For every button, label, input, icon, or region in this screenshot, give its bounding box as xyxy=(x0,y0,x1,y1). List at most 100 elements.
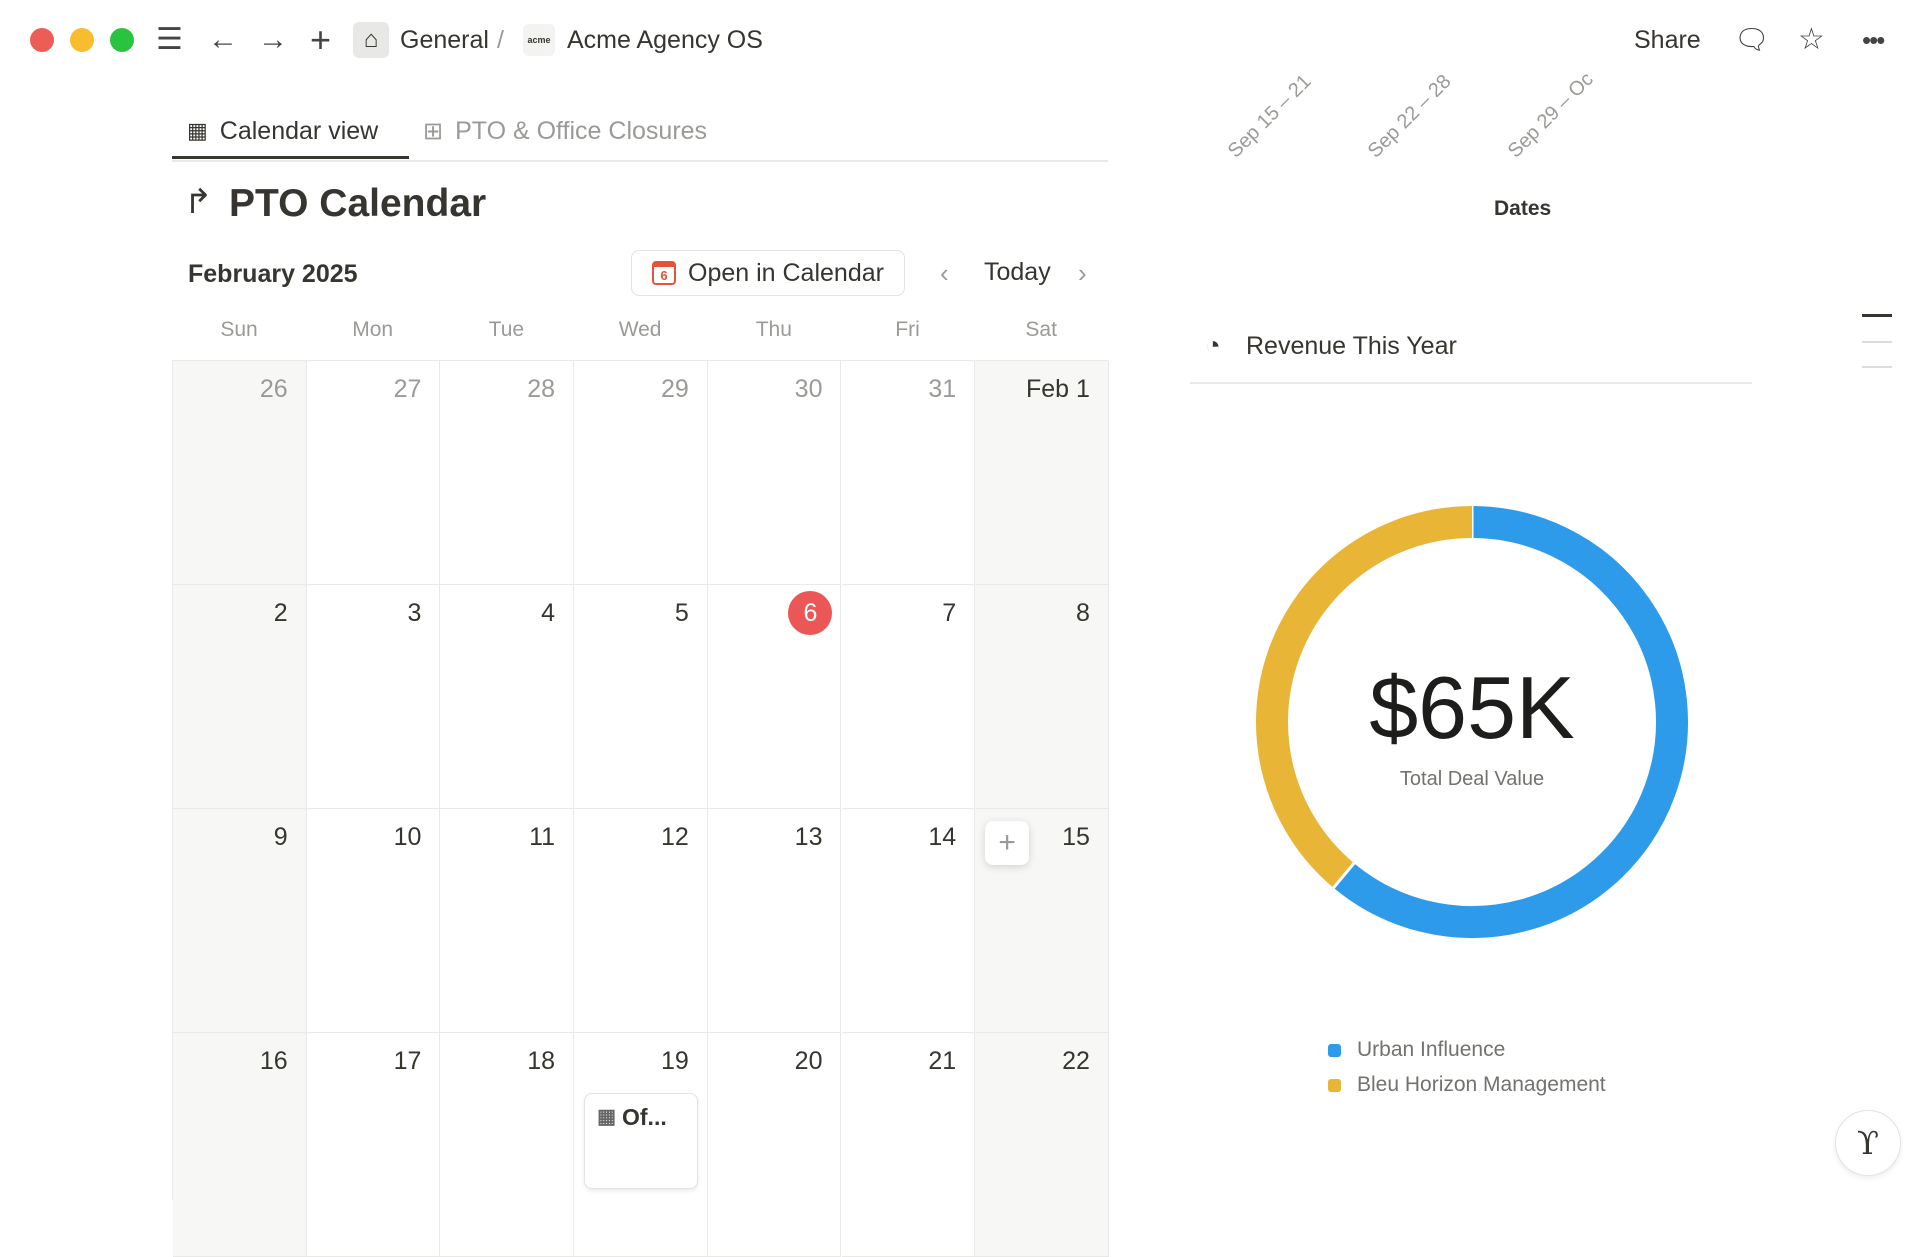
pie-chart-icon: ◔ xyxy=(1205,330,1221,360)
tab-pto-office-closures[interactable]: ⊞ PTO & Office Closures xyxy=(423,104,707,158)
donut-slice[interactable] xyxy=(1333,506,1688,938)
donut-slice[interactable] xyxy=(1256,506,1473,888)
calendar-icon: ▦ xyxy=(187,118,208,143)
calendar-day-cell[interactable]: 2 xyxy=(173,585,307,809)
calendar-day-cell[interactable]: 29 xyxy=(574,361,708,585)
calendar-day-cell[interactable]: 30 xyxy=(707,361,842,585)
day-number: 26 xyxy=(259,375,288,403)
breadcrumb-acme-agency-os[interactable]: Acme Agency OS xyxy=(567,26,763,54)
weekday-header: Tue xyxy=(488,318,525,341)
previous-month-button[interactable]: ‹ xyxy=(940,258,949,288)
calendar-day-cell[interactable]: 8 xyxy=(975,585,1109,809)
menu-icon[interactable]: ☰ xyxy=(156,23,183,56)
day-number: 27 xyxy=(393,375,422,403)
share-button[interactable]: Share xyxy=(1634,26,1701,54)
weekday-header: Thu xyxy=(755,318,792,341)
calendar-day-cell[interactable]: 10 xyxy=(306,809,441,1033)
help-assistant-button[interactable]: ϒ xyxy=(1835,1110,1901,1176)
next-month-button[interactable]: › xyxy=(1078,258,1087,288)
day-number: 31 xyxy=(928,375,957,403)
calendar-day-cell[interactable]: 26 xyxy=(173,361,307,585)
day-number: 21 xyxy=(928,1047,957,1075)
tab-label: Calendar view xyxy=(219,116,379,145)
slice-separator xyxy=(1331,861,1356,890)
x-tick-label: Sep 29 – Oct 5 xyxy=(1503,68,1598,163)
calendar-grid: 26 27 28 29 30 31 Feb 1 2 3 4 5 6 7 8 9 10 11 12 13 14 15 +16… xyxy=(172,360,1109,1257)
total-value-label: Total Deal Value xyxy=(1399,768,1545,790)
calendar-day-cell[interactable]: 19 ▦ Of... xyxy=(574,1033,708,1257)
page-title: PTO Calendar xyxy=(229,182,487,225)
breadcrumb-general[interactable]: General xyxy=(400,26,489,54)
comment-icon[interactable]: 🗨 xyxy=(1734,24,1770,55)
calendar-day-cell[interactable]: 27 xyxy=(306,361,441,585)
calendar-day-cell[interactable]: 31 xyxy=(841,361,976,585)
open-in-calendar-label: Open in Calendar xyxy=(688,258,884,287)
day-number: 11 xyxy=(529,823,556,851)
calendar-day-cell[interactable]: 12 xyxy=(574,809,708,1033)
day-number: 10 xyxy=(393,823,422,851)
calendar-day-cell[interactable]: 14 xyxy=(841,809,976,1033)
day-number: 18 xyxy=(527,1047,556,1075)
palm-tree-icon: ↱ xyxy=(184,183,213,221)
active-tab-indicator xyxy=(172,156,409,159)
star-icon[interactable]: ☆ xyxy=(1798,23,1825,56)
calendar-day-cell[interactable]: Feb 1 xyxy=(975,361,1109,585)
maximize-window-button[interactable] xyxy=(110,28,134,52)
calendar-day-cell[interactable]: 22 xyxy=(975,1033,1109,1257)
calendar-day-cell[interactable]: 7 xyxy=(841,585,976,809)
calendar-day-cell[interactable]: 13 xyxy=(707,809,842,1033)
day-number: 15 xyxy=(1062,823,1090,851)
minimize-window-button[interactable] xyxy=(70,28,94,52)
calendar-day-cell[interactable]: 6 xyxy=(707,585,842,809)
more-icon[interactable]: ••• xyxy=(1862,25,1885,55)
outline-marker-active[interactable] xyxy=(1862,314,1892,317)
event-card[interactable]: ▦ Of... xyxy=(584,1093,699,1189)
tab-label: PTO & Office Closures xyxy=(455,116,708,145)
calendar-day-cell[interactable]: 9 xyxy=(173,809,307,1033)
forward-arrow-icon[interactable]: → xyxy=(258,23,288,56)
day-number: 5 xyxy=(674,599,689,627)
outline-marker[interactable] xyxy=(1862,341,1892,343)
legend-label: Bleu Horizon Management xyxy=(1357,1073,1606,1096)
today-button[interactable]: Today xyxy=(984,258,1051,286)
calendar-day-cell[interactable]: 5 xyxy=(574,585,708,809)
calendar-day-cell[interactable]: 16 xyxy=(173,1033,307,1257)
back-arrow-icon[interactable]: ← xyxy=(208,23,238,56)
calendar-day-cell[interactable]: 28 xyxy=(440,361,575,585)
day-number: 12 xyxy=(660,823,689,851)
day-number: 14 xyxy=(928,823,957,851)
total-value: $65K xyxy=(1369,658,1575,757)
calendar-day-cell[interactable]: 11 xyxy=(440,809,575,1033)
add-event-button[interactable]: + xyxy=(985,821,1030,865)
day-number: 3 xyxy=(407,599,422,627)
open-in-calendar-button[interactable]: 6 Open in Calendar xyxy=(631,250,905,296)
calendar-day-cell[interactable]: 3 xyxy=(306,585,441,809)
day-number: 29 xyxy=(660,375,689,403)
weekday-header: Wed xyxy=(618,318,662,341)
close-window-button[interactable] xyxy=(30,28,54,52)
day-number: 8 xyxy=(1075,599,1090,627)
calendar-day-cell[interactable]: 18 xyxy=(440,1033,575,1257)
calendar-day-cell[interactable]: 20 xyxy=(707,1033,842,1257)
revenue-title: Revenue This Year xyxy=(1246,332,1457,360)
breadcrumb-separator: / xyxy=(497,26,504,54)
day-number: 16 xyxy=(259,1047,288,1075)
table-icon: ⊞ xyxy=(423,117,444,145)
home-icon[interactable]: ⌂ xyxy=(353,22,389,58)
calendar-day-cell[interactable]: 15 + xyxy=(975,809,1109,1033)
day-number: 17 xyxy=(393,1047,422,1075)
outline-marker[interactable] xyxy=(1862,366,1892,368)
weekday-header: Mon xyxy=(352,318,394,341)
today-date-badge: 6 xyxy=(788,591,833,635)
calendar-day-cell[interactable]: 17 xyxy=(306,1033,441,1257)
revenue-divider xyxy=(1190,382,1752,384)
day-number: 13 xyxy=(794,823,823,851)
legend-label: Urban Influence xyxy=(1357,1038,1506,1061)
day-number: 20 xyxy=(794,1047,823,1075)
calendar-day-cell[interactable]: 4 xyxy=(440,585,575,809)
calendar-day-cell[interactable]: 21 xyxy=(841,1033,976,1257)
tab-calendar-view[interactable]: ▦ Calendar view xyxy=(187,104,378,158)
day-number: 2 xyxy=(273,599,288,627)
plus-icon[interactable]: + xyxy=(310,19,332,60)
day-number: 19 xyxy=(660,1047,689,1075)
